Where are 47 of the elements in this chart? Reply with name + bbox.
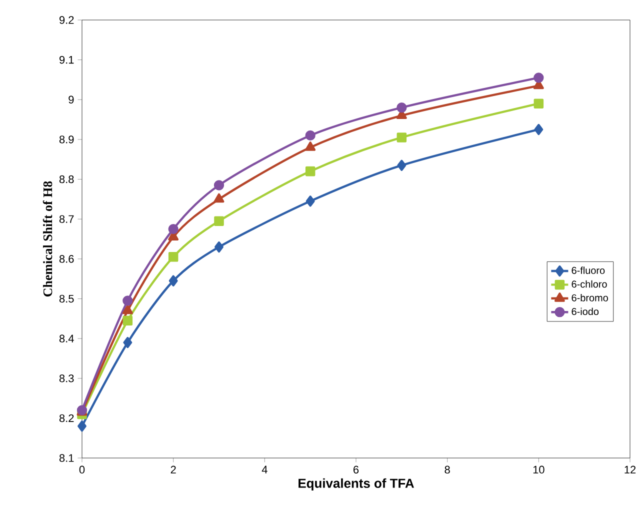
x-tick-label: 12 [624, 466, 636, 474]
y-tick-label: 8.4 [59, 334, 74, 342]
y-tick-label: 8.3 [59, 374, 74, 382]
point [214, 193, 224, 203]
legend-label: 6-fluoro [572, 266, 605, 274]
y-tick-label: 8.5 [59, 294, 74, 303]
y-axis-title: Chemical Shift of H8 [42, 181, 52, 296]
point [534, 98, 544, 108]
x-tick-label: 4 [262, 466, 268, 474]
x-tick-label: 8 [444, 466, 450, 474]
point [534, 72, 544, 83]
point [78, 420, 86, 432]
point [214, 241, 224, 253]
x-axis-title: Equivalents of TFA [298, 478, 414, 490]
y-tick-label: 8.8 [59, 175, 74, 184]
y-tick-label: 9.2 [60, 16, 74, 24]
point [305, 130, 316, 141]
x-tick-label: 2 [170, 466, 176, 474]
point [306, 196, 315, 207]
legend-label: 6-chloro [572, 280, 607, 288]
point [396, 102, 407, 113]
point [168, 275, 178, 286]
y-tick-label: 8.7 [59, 215, 74, 223]
y-tick-label: 9 [68, 96, 74, 104]
point [214, 216, 224, 226]
y-tick-label: 8.9 [59, 136, 74, 144]
x-tick-label: 6 [354, 466, 359, 474]
point [123, 336, 132, 348]
point [122, 296, 133, 306]
y-tick-label: 9.1 [60, 56, 74, 64]
point [214, 180, 224, 190]
point [305, 166, 316, 176]
y-tick-label: 8.1 [59, 454, 74, 462]
point [122, 304, 133, 314]
x-tick-label: 0 [79, 466, 85, 474]
y-tick-label: 8.2 [59, 414, 74, 422]
point [168, 252, 178, 262]
point [397, 160, 406, 171]
legend-label: 6-iodo [572, 308, 599, 316]
point [168, 224, 178, 234]
point [122, 316, 133, 326]
y-tick-label: 8.6 [59, 255, 74, 263]
point [305, 142, 316, 151]
point [534, 124, 544, 136]
x-tick-label: 10 [533, 466, 544, 474]
point [396, 132, 407, 142]
legend-label: 6-bromo [572, 294, 608, 302]
